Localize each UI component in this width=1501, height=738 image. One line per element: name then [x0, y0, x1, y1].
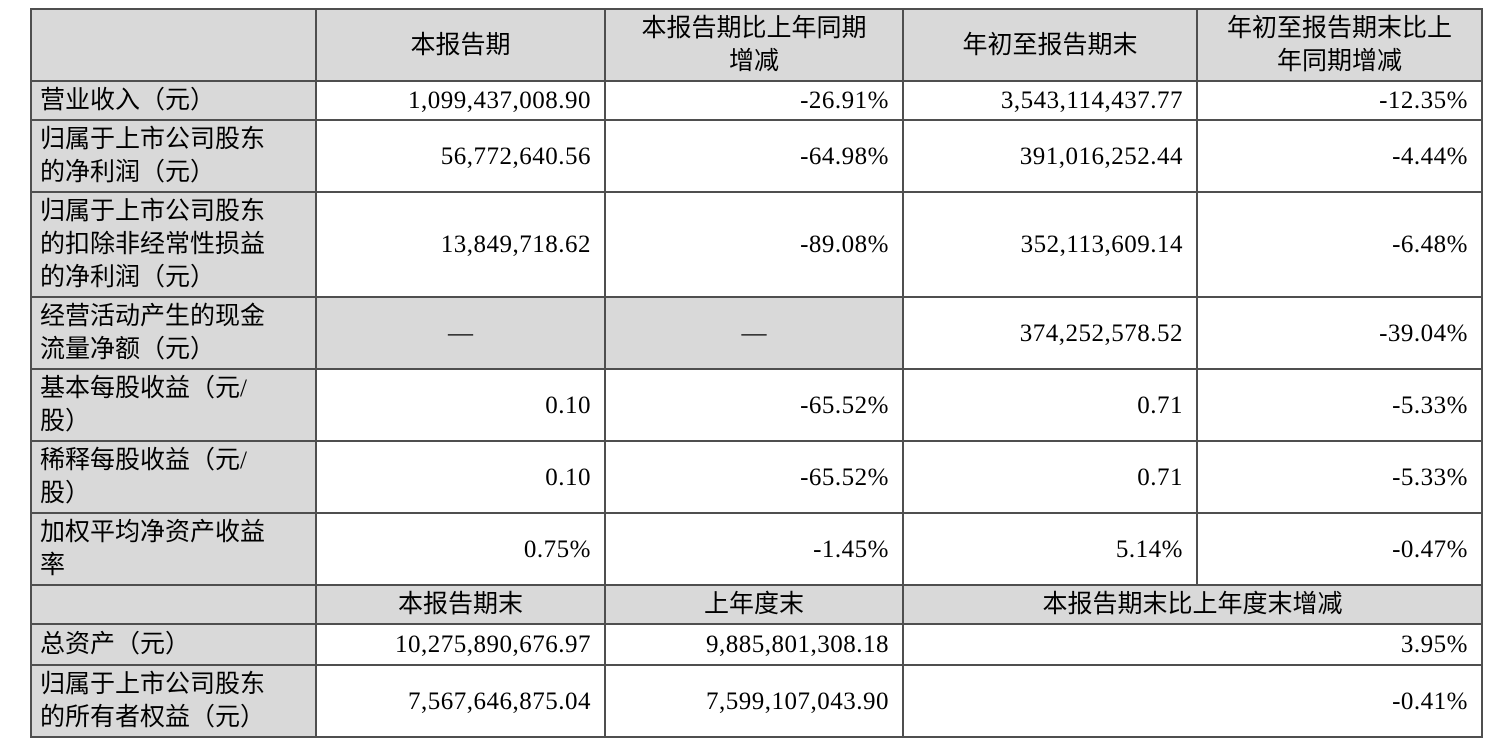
metric-label: 加权平均净资产收益 率: [30, 512, 317, 586]
value-current-period-dash: —: [315, 296, 606, 370]
value-yoy-change: -26.91%: [604, 80, 904, 121]
table-row-total-assets: 总资产（元） 10,275,890,676.97 9,885,801,308.1…: [30, 623, 1483, 666]
value-ytd: 0.71: [902, 440, 1198, 514]
value-prior-year-end: 9,885,801,308.18: [604, 623, 904, 666]
metric-label: 营业收入（元）: [30, 80, 317, 121]
col-header-current-period: 本报告期: [315, 8, 606, 82]
value-current-period: 56,772,640.56: [315, 119, 606, 193]
value-ytd-yoy-change: -5.33%: [1196, 440, 1483, 514]
value-period-end: 7,567,646,875.04: [315, 664, 606, 738]
col-header-ytd: 年初至报告期末: [902, 8, 1198, 82]
metric-label: 经营活动产生的现金 流量净额（元）: [30, 296, 317, 370]
value-ytd-yoy-change: -4.44%: [1196, 119, 1483, 193]
value-prior-year-end: 7,599,107,043.90: [604, 664, 904, 738]
table-row-net-profit: 归属于上市公司股东 的净利润（元） 56,772,640.56 -64.98% …: [30, 119, 1483, 193]
table-row-diluted-eps: 稀释每股收益（元/ 股） 0.10 -65.52% 0.71 -5.33%: [30, 440, 1483, 514]
col-header-ytd-yoy: 年初至报告期末比上 年同期增减: [1196, 8, 1483, 82]
subheader-corner-cell: [30, 584, 317, 625]
table-row-equity: 归属于上市公司股东 的所有者权益（元） 7,567,646,875.04 7,5…: [30, 664, 1483, 738]
value-ytd: 374,252,578.52: [902, 296, 1198, 370]
col-header-current-period-yoy: 本报告期比上年同期 增减: [604, 8, 904, 82]
value-yoy-change: -89.08%: [604, 191, 904, 298]
value-ytd-yoy-change: -5.33%: [1196, 368, 1483, 442]
table-row-weighted-avg-roe: 加权平均净资产收益 率 0.75% -1.45% 5.14% -0.47%: [30, 512, 1483, 586]
metric-label: 总资产（元）: [30, 623, 317, 666]
metric-label: 归属于上市公司股东 的所有者权益（元）: [30, 664, 317, 738]
value-period-end-change: -0.41%: [902, 664, 1483, 738]
value-current-period: 1,099,437,008.90: [315, 80, 606, 121]
value-yoy-change: -65.52%: [604, 440, 904, 514]
table-subheader-row: 本报告期末 上年度末 本报告期末比上年度末增减: [30, 584, 1483, 625]
value-yoy-change: -64.98%: [604, 119, 904, 193]
value-ytd: 0.71: [902, 368, 1198, 442]
value-ytd: 352,113,609.14: [902, 191, 1198, 298]
col-header-period-end: 本报告期末: [315, 584, 606, 625]
header-corner-cell: [30, 8, 317, 82]
metric-label: 归属于上市公司股东 的净利润（元）: [30, 119, 317, 193]
value-ytd-yoy-change: -39.04%: [1196, 296, 1483, 370]
table-header-row: 本报告期 本报告期比上年同期 增减 年初至报告期末 年初至报告期末比上 年同期增…: [30, 8, 1483, 82]
table-row-net-profit-excl-nonrecurring: 归属于上市公司股东 的扣除非经常性损益 的净利润（元） 13,849,718.6…: [30, 191, 1483, 298]
metric-label: 稀释每股收益（元/ 股）: [30, 440, 317, 514]
table-row-operating-cash-flow: 经营活动产生的现金 流量净额（元） — — 374,252,578.52 -39…: [30, 296, 1483, 370]
value-ytd-yoy-change: -12.35%: [1196, 80, 1483, 121]
value-yoy-change: -1.45%: [604, 512, 904, 586]
value-ytd-yoy-change: -6.48%: [1196, 191, 1483, 298]
value-current-period: 0.10: [315, 440, 606, 514]
table-row-basic-eps: 基本每股收益（元/ 股） 0.10 -65.52% 0.71 -5.33%: [30, 368, 1483, 442]
value-period-end: 10,275,890,676.97: [315, 623, 606, 666]
value-current-period: 0.10: [315, 368, 606, 442]
metric-label: 基本每股收益（元/ 股）: [30, 368, 317, 442]
value-ytd-yoy-change: -0.47%: [1196, 512, 1483, 586]
value-current-period: 0.75%: [315, 512, 606, 586]
value-yoy-change: -65.52%: [604, 368, 904, 442]
metric-label: 归属于上市公司股东 的扣除非经常性损益 的净利润（元）: [30, 191, 317, 298]
value-ytd: 3,543,114,437.77: [902, 80, 1198, 121]
value-period-end-change: 3.95%: [902, 623, 1483, 666]
col-header-period-end-change: 本报告期末比上年度末增减: [902, 584, 1483, 625]
table-row-revenue: 营业收入（元） 1,099,437,008.90 -26.91% 3,543,1…: [30, 80, 1483, 121]
value-ytd: 391,016,252.44: [902, 119, 1198, 193]
value-current-period: 13,849,718.62: [315, 191, 606, 298]
value-ytd: 5.14%: [902, 512, 1198, 586]
col-header-prior-year-end: 上年度末: [604, 584, 904, 625]
value-yoy-change-dash: —: [604, 296, 904, 370]
financial-summary-table: 本报告期 本报告期比上年同期 增减 年初至报告期末 年初至报告期末比上 年同期增…: [30, 8, 1483, 738]
